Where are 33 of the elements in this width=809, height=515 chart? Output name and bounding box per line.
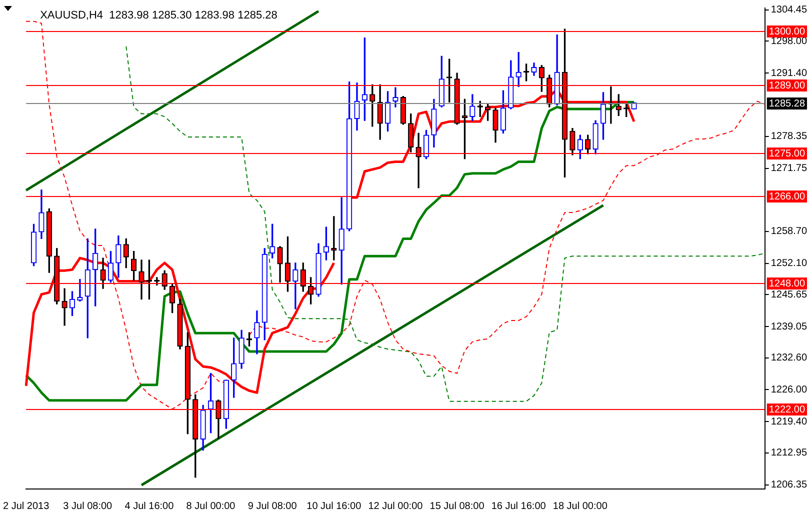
candlestick (62, 288, 68, 326)
ref-line-label: 1222.00 (768, 404, 806, 416)
y-tick-label: 1232.60 (770, 352, 808, 364)
x-tick-label: 2 Jul 2013 (2, 500, 50, 512)
ref-line-label: 1285.28 (768, 98, 806, 110)
ref-line-label: 1275.00 (768, 148, 806, 160)
x-tick-label: 4 Jul 16:00 (124, 500, 174, 512)
x-tick-label: 12 Jul 00:00 (368, 500, 424, 512)
x-tick-label: 16 Jul 16:00 (491, 500, 546, 512)
y-tick-label: 1304.45 (770, 4, 808, 16)
y-tick-label: 1226.00 (770, 384, 808, 396)
x-tick-label: 18 Jul 00:00 (552, 500, 608, 512)
ref-line-label: 1300.00 (768, 26, 806, 38)
y-tick-label: 1252.10 (770, 258, 808, 270)
y-tick-label: 1206.35 (770, 480, 808, 491)
y-tick-label: 1278.35 (770, 131, 808, 142)
chart-title: XAUUSD,H4 1283.98 1285.30 1283.98 1285.28 (40, 10, 278, 22)
ref-line-label: 1289.00 (768, 80, 806, 92)
ref-line-label: 1266.00 (768, 191, 806, 202)
y-tick-label: 1212.95 (770, 448, 808, 459)
x-tick-label: 10 Jul 16:00 (306, 500, 362, 512)
y-tick-label: 1271.75 (770, 163, 808, 174)
x-tick-label: 9 Jul 08:00 (248, 500, 298, 512)
y-tick-label: 1245.65 (770, 289, 808, 300)
x-tick-label: 15 Jul 08:00 (430, 500, 485, 512)
y-tick-label: 1291.40 (770, 68, 808, 79)
candlestick (77, 279, 83, 302)
y-tick-label: 1219.40 (770, 416, 808, 428)
ref-line-label: 1248.00 (768, 278, 806, 290)
x-tick-label: 3 Jul 08:00 (63, 500, 113, 512)
x-tick-label: 8 Jul 00:00 (186, 500, 236, 512)
y-tick-label: 1239.05 (770, 321, 808, 332)
y-tick-label: 1258.70 (770, 226, 808, 238)
